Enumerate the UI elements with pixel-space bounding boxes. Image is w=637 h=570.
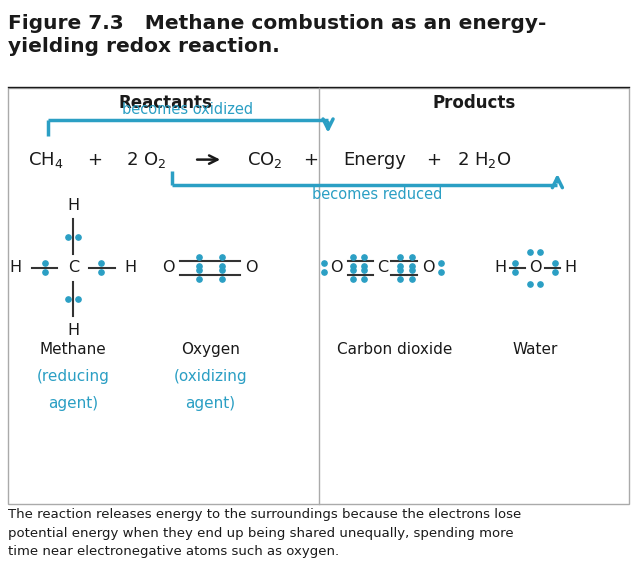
Text: O: O <box>422 260 434 275</box>
Text: CH$_4$: CH$_4$ <box>28 149 64 170</box>
Text: (reducing: (reducing <box>37 369 110 384</box>
Text: becomes oxidized: becomes oxidized <box>122 102 254 117</box>
Text: yielding redox reaction.: yielding redox reaction. <box>8 37 280 56</box>
Text: H: H <box>67 198 80 213</box>
Text: Energy: Energy <box>343 150 406 169</box>
Text: Carbon dioxide: Carbon dioxide <box>337 342 453 357</box>
Text: Water: Water <box>512 342 558 357</box>
Text: Methane: Methane <box>40 342 106 357</box>
Text: O: O <box>162 260 175 275</box>
Text: H: H <box>124 260 137 275</box>
Text: O: O <box>330 260 343 275</box>
Text: O: O <box>529 260 541 275</box>
Text: Reactants: Reactants <box>118 94 213 112</box>
Text: C: C <box>376 260 388 275</box>
Text: H: H <box>494 260 506 275</box>
Text: H: H <box>67 323 80 338</box>
Text: +: + <box>303 150 318 169</box>
Text: +: + <box>426 150 441 169</box>
Text: 2 H$_2$O: 2 H$_2$O <box>457 149 512 170</box>
Text: (oxidizing: (oxidizing <box>173 369 247 384</box>
Text: Figure 7.3   Methane combustion as an energy-: Figure 7.3 Methane combustion as an ener… <box>8 14 547 33</box>
Text: CO$_2$: CO$_2$ <box>247 149 282 170</box>
Text: agent): agent) <box>48 396 98 411</box>
Text: O: O <box>245 260 258 275</box>
Text: 2 O$_2$: 2 O$_2$ <box>126 149 167 170</box>
Text: Products: Products <box>433 94 516 112</box>
Text: Oxygen: Oxygen <box>181 342 240 357</box>
Text: H: H <box>564 260 576 275</box>
Text: +: + <box>87 150 102 169</box>
Bar <box>8 88 629 504</box>
Text: agent): agent) <box>185 396 235 411</box>
Text: H: H <box>10 260 22 275</box>
Text: becomes reduced: becomes reduced <box>312 187 443 202</box>
Text: C: C <box>68 260 79 275</box>
Text: The reaction releases energy to the surroundings because the electrons lose
pote: The reaction releases energy to the surr… <box>8 508 522 559</box>
